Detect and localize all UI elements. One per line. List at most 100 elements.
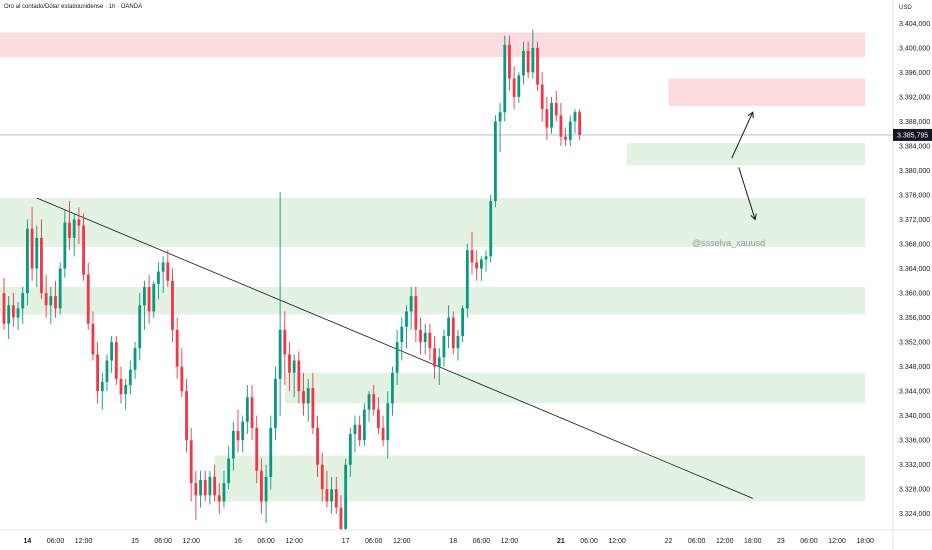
candle	[250, 385, 254, 441]
candle-body	[63, 222, 67, 269]
candle-body	[353, 424, 357, 435]
price-tick-label: 3.368,000	[899, 242, 930, 249]
candle	[138, 293, 142, 361]
candle	[269, 415, 273, 490]
candle	[536, 41, 539, 91]
candle	[526, 41, 530, 79]
candle	[222, 470, 226, 508]
candle	[419, 317, 422, 355]
candle	[203, 470, 207, 502]
candle-body	[526, 50, 530, 73]
price-tick-label: 3.400,000	[899, 45, 930, 52]
currency-label: USD	[899, 5, 912, 11]
candle	[437, 348, 441, 386]
candle	[180, 348, 184, 398]
candle-body	[7, 305, 11, 324]
candle	[330, 476, 333, 514]
candle-body	[348, 434, 352, 465]
price-tick-label: 3.388,000	[899, 119, 930, 126]
price-tick-label: 3.348,000	[899, 364, 930, 371]
time-tick-label: 06:00	[688, 538, 706, 545]
candle	[423, 323, 427, 355]
candle	[11, 293, 15, 327]
time-tick-label: 12:00	[828, 538, 846, 545]
candle-body	[456, 335, 460, 349]
candle-body	[245, 397, 249, 422]
supply-zone	[0, 32, 866, 58]
time-tick-label: 06:00	[800, 538, 818, 545]
candle-body	[77, 219, 81, 226]
candle-body	[559, 115, 563, 137]
candle	[278, 191, 282, 416]
price-tick-label: 3.344,000	[899, 389, 930, 396]
candle-body	[578, 112, 582, 135]
candle-body	[517, 75, 521, 97]
candle-body	[180, 366, 184, 392]
candle-body	[269, 427, 273, 477]
candle-body	[185, 391, 188, 441]
candle	[283, 311, 287, 386]
candle-body	[334, 489, 338, 508]
candle	[189, 427, 193, 502]
time-tick-label: 06:00	[473, 538, 491, 545]
candle-body	[231, 430, 235, 459]
candle	[110, 335, 114, 373]
price-tick-label: 3.340,000	[899, 413, 930, 420]
projection-arrow	[731, 111, 754, 159]
candle-body	[498, 112, 502, 122]
demand-zone	[214, 455, 866, 502]
candle	[44, 274, 48, 318]
candle-body	[35, 237, 39, 269]
candle-body	[536, 47, 539, 85]
candle-body	[297, 360, 301, 392]
candle-body	[110, 342, 114, 361]
candle-body	[283, 329, 287, 355]
candle	[199, 470, 202, 508]
price-tick-label: 3.328,000	[899, 487, 930, 494]
candle-body	[531, 47, 535, 73]
candle-body	[367, 394, 371, 410]
time-tick-label: 23	[777, 538, 785, 545]
candle	[325, 470, 329, 508]
plot-area: @ssselva_xauusd	[0, 29, 893, 530]
candle-body	[288, 354, 291, 373]
candle-body	[405, 311, 408, 327]
candle-body	[147, 286, 151, 312]
candle-body	[320, 464, 324, 490]
price-tick-label: 3.380,000	[899, 168, 930, 175]
candle-body	[278, 329, 282, 379]
candle	[531, 29, 535, 79]
candle	[241, 415, 245, 453]
candle	[339, 495, 343, 530]
candle-body	[522, 50, 525, 76]
candle-body	[208, 476, 212, 496]
candle	[236, 409, 240, 453]
candle-body	[49, 296, 53, 306]
candle	[26, 219, 29, 306]
time-tick-label: 21	[557, 538, 565, 545]
candle-body	[217, 495, 221, 502]
candle	[479, 256, 483, 281]
candle	[114, 335, 118, 386]
demand-zone	[0, 198, 866, 248]
candle-body	[479, 259, 483, 269]
candle-body	[540, 84, 544, 110]
candle-body	[414, 296, 418, 330]
candle-body	[395, 342, 399, 373]
candle-body	[433, 348, 436, 367]
candle-body	[362, 409, 366, 441]
candle-body	[157, 271, 160, 284]
candle-body	[465, 250, 469, 309]
candle	[353, 415, 357, 453]
candle	[152, 280, 156, 318]
candle	[475, 250, 479, 281]
candle-body	[311, 388, 315, 428]
candle-body	[391, 372, 394, 404]
candle-body	[54, 296, 57, 309]
candle	[63, 210, 67, 278]
time-tick-label: 17	[342, 538, 350, 545]
candle-body	[105, 360, 109, 382]
candle-body	[489, 201, 493, 257]
